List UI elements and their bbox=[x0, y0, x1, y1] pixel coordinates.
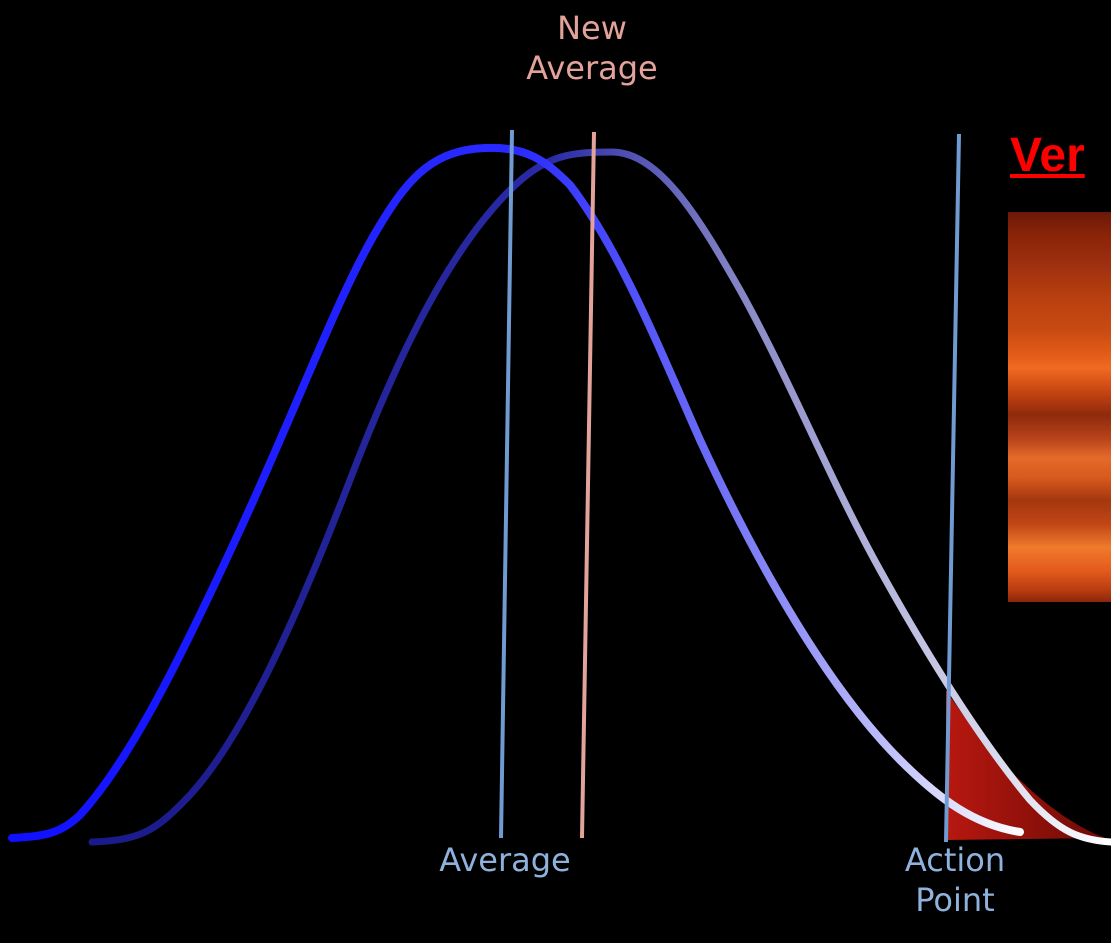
action-point-label: Action Point bbox=[880, 840, 1030, 920]
average-label: Average bbox=[439, 841, 571, 879]
tail-area bbox=[946, 690, 1105, 840]
new-average-label-text: New Average bbox=[526, 9, 658, 87]
new-average-line bbox=[580, 131, 596, 839]
new-average-label: New Average bbox=[512, 8, 672, 88]
average-line bbox=[499, 129, 514, 839]
original-distribution-curve bbox=[8, 143, 1024, 842]
shifted-distribution-curve bbox=[88, 148, 1111, 846]
action-point-line bbox=[944, 133, 961, 843]
action-point-label-text: Action Point bbox=[904, 841, 1006, 919]
sunset-photo bbox=[1008, 212, 1111, 602]
slide-heading: Ver bbox=[1010, 129, 1085, 182]
